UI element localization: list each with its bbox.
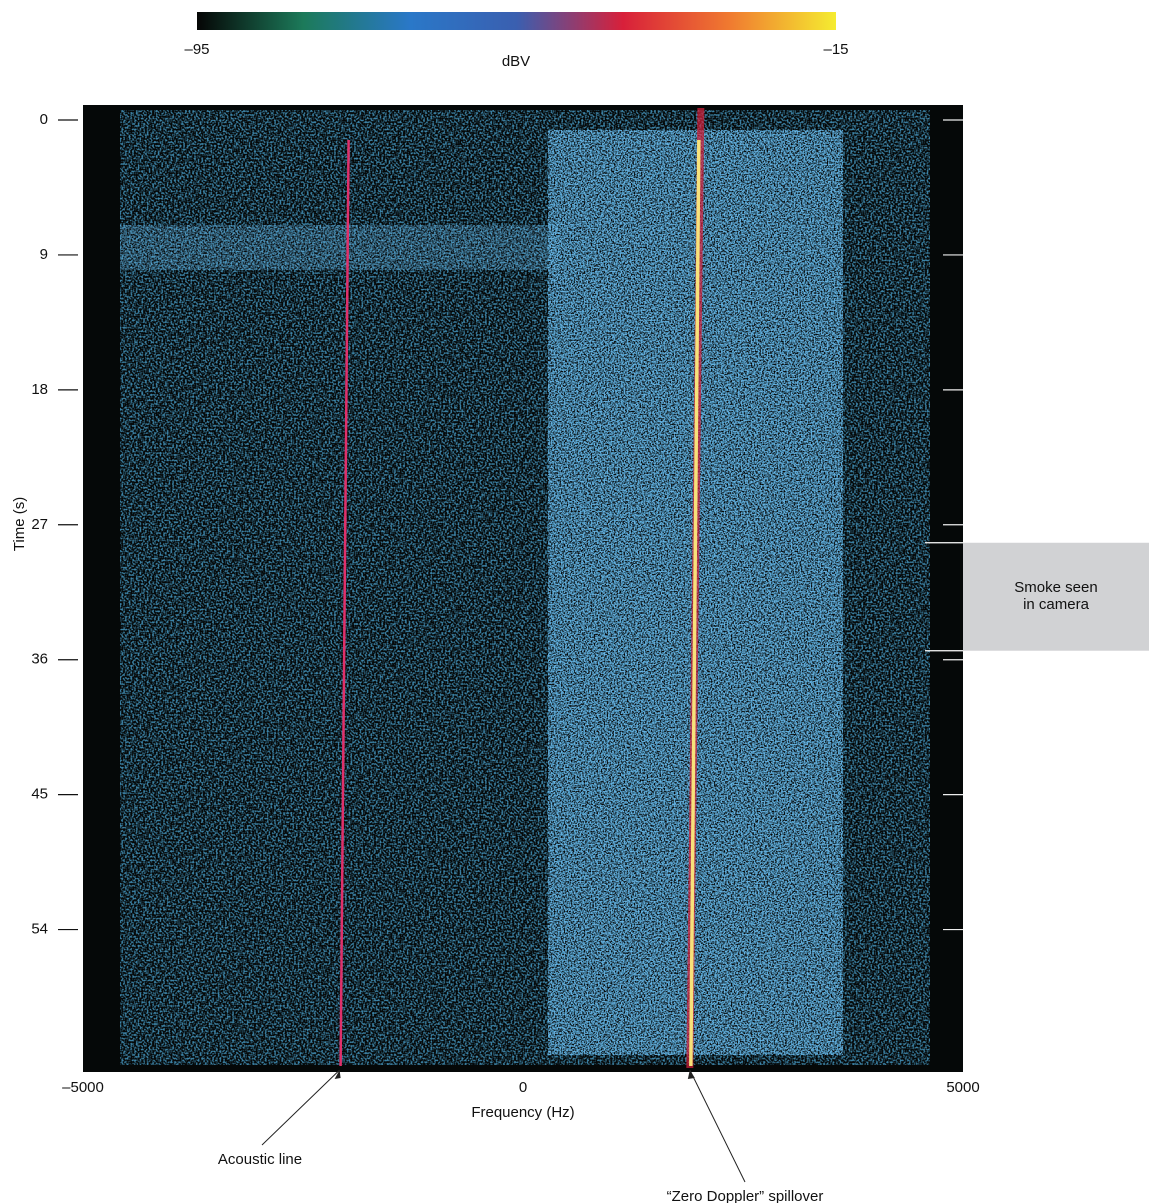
y-tick-label: 54 (31, 921, 48, 938)
x-tick-label: 5000 (946, 1079, 979, 1096)
y-tick-label: 27 (31, 516, 48, 533)
y-tick-label: 18 (31, 381, 48, 398)
signal-line (339, 139, 350, 1067)
span-box (963, 542, 1149, 651)
x-axis-label: Frequency (Hz) (471, 1104, 574, 1121)
x-tick-label: 0 (519, 1079, 527, 1096)
span-label: in camera (1023, 596, 1090, 613)
annotation-label: “Zero Doppler” spillover (667, 1188, 824, 1203)
colorbar-tick-label: –15 (823, 41, 848, 58)
span-label: Smoke seen (1014, 579, 1097, 596)
y-tick-label: 9 (40, 246, 48, 263)
colorbar-tick-label: –95 (184, 41, 209, 58)
annotation-arrowhead (334, 1070, 341, 1079)
y-tick-label: 36 (31, 651, 48, 668)
annotation-pointer (689, 1069, 746, 1183)
x-tick-label: –5000 (62, 1079, 104, 1096)
y-tick-label: 0 (40, 111, 48, 128)
spectrogram (83, 105, 963, 1072)
colorbar (197, 12, 836, 30)
clutter-band (120, 225, 560, 270)
y-tick-label: 45 (31, 786, 48, 803)
colorbar-label: dBV (502, 53, 530, 70)
annotation-pointer (261, 1069, 340, 1146)
signal-line (689, 139, 701, 1067)
annotation-label: Acoustic line (218, 1151, 302, 1168)
y-axis-label: Time (s) (11, 497, 28, 551)
annotation-arrowhead (687, 1070, 695, 1079)
